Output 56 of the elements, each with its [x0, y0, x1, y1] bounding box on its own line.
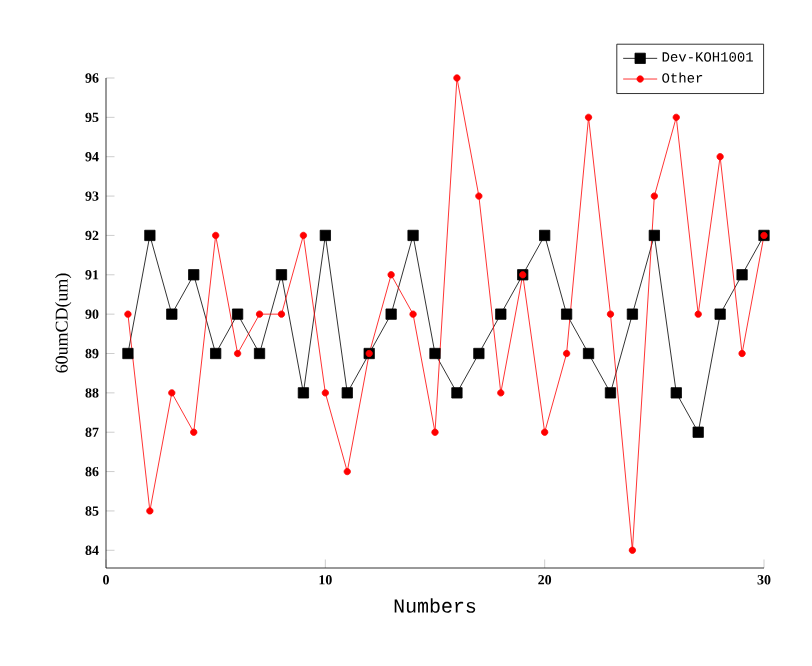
point	[299, 231, 307, 240]
point	[716, 153, 724, 161]
point	[473, 347, 485, 360]
point	[429, 347, 441, 360]
point	[343, 467, 351, 476]
point	[451, 387, 463, 399]
point	[166, 308, 178, 320]
point	[604, 387, 617, 399]
point	[738, 349, 746, 358]
point	[409, 310, 417, 318]
point	[670, 387, 682, 399]
point	[672, 113, 680, 121]
point	[626, 308, 638, 320]
point	[277, 310, 286, 318]
point	[561, 308, 573, 320]
point	[255, 310, 264, 318]
point	[648, 229, 660, 242]
point	[124, 310, 132, 318]
point	[475, 192, 483, 200]
point	[275, 269, 288, 281]
point	[232, 308, 244, 320]
point	[650, 192, 658, 200]
point	[497, 389, 505, 397]
point	[387, 271, 395, 279]
point	[253, 347, 266, 360]
point	[188, 269, 200, 281]
point	[319, 229, 331, 242]
point	[606, 310, 615, 318]
point	[190, 428, 198, 436]
point	[144, 229, 156, 242]
point	[146, 507, 154, 515]
y-axis-title: 60umCD(um)	[55, 273, 72, 373]
point	[321, 389, 329, 397]
point	[407, 229, 419, 242]
point	[736, 269, 748, 281]
point	[692, 426, 704, 438]
point	[234, 349, 242, 358]
point	[495, 308, 507, 320]
point	[212, 231, 220, 240]
point	[539, 229, 551, 242]
point	[714, 308, 726, 320]
point	[628, 546, 636, 554]
point	[122, 347, 134, 360]
point	[431, 428, 439, 436]
point	[385, 308, 397, 320]
x-axis-title: Numbers	[394, 598, 476, 613]
point	[694, 310, 702, 318]
point	[341, 387, 353, 399]
point	[563, 349, 571, 358]
point	[541, 428, 549, 436]
point	[210, 347, 222, 360]
point	[168, 389, 176, 397]
point	[453, 74, 461, 82]
point	[582, 347, 595, 360]
point	[297, 387, 309, 399]
point	[584, 113, 593, 121]
